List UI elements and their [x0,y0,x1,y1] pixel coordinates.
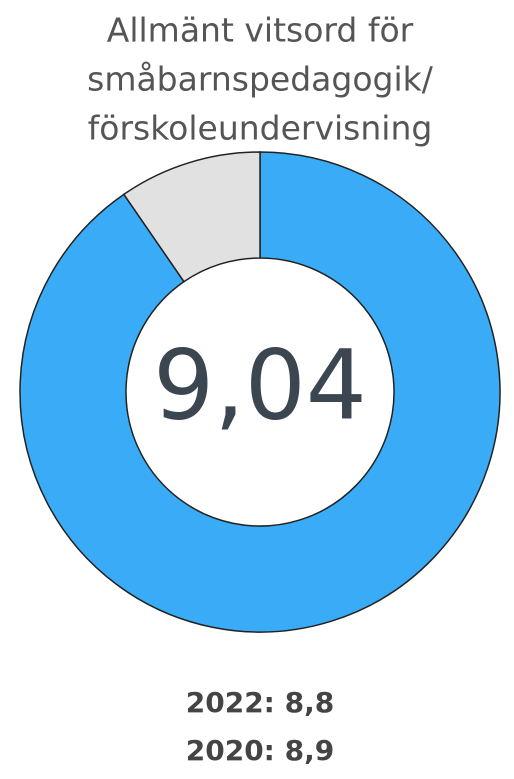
chart-title: förskoleundervisning [88,109,433,148]
footer-text: 2022: 8,8 [186,686,334,719]
chart-title: småbarnspedagogik/ [87,60,434,99]
donut [19,151,501,633]
center-label: 9,04 [153,329,367,441]
donut-segment [122,151,261,283]
donut-segment [19,151,501,633]
footer-text: 2020: 8,9 [186,734,334,767]
chart-title: Allmänt vitsord för [107,11,414,50]
